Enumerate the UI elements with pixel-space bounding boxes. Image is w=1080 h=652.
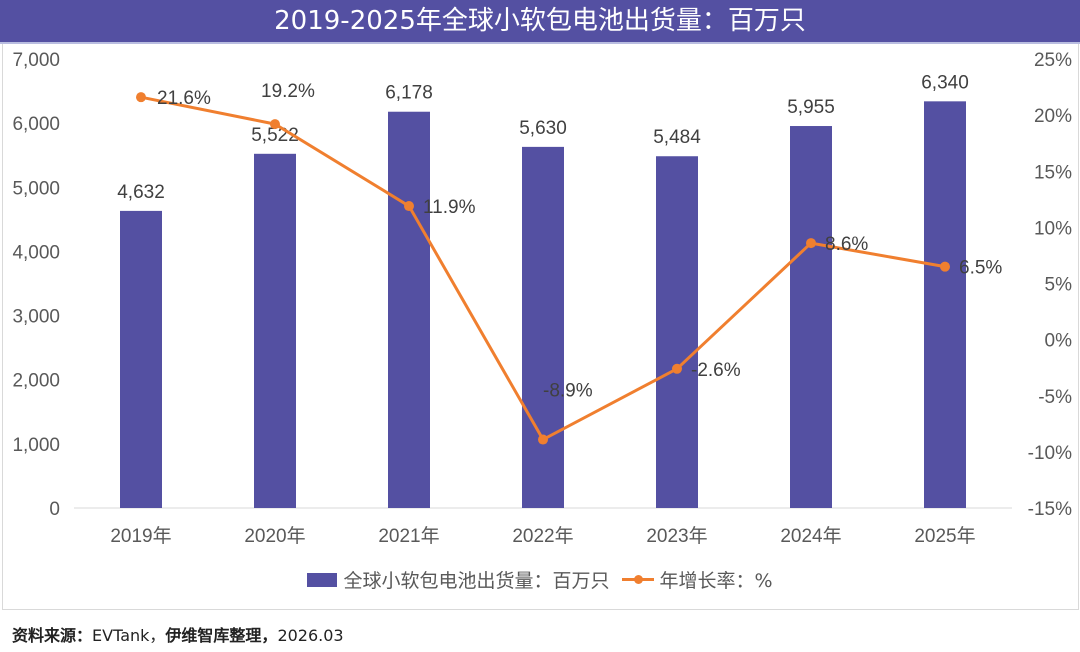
left-tick-label: 3,000 [12,307,60,328]
growth-point [404,201,414,212]
growth-point [270,119,280,130]
x-tick-label: 2024年 [780,525,841,547]
growth-data-label: -8.9% [543,381,593,402]
x-tick-label: 2019年 [110,525,171,547]
growth-data-label: -2.6% [691,360,741,381]
bar-data-label: 6,178 [385,83,433,104]
left-tick-label: 2,000 [12,371,60,392]
bar-data-label: 5,630 [519,118,567,139]
bar-data-label: 6,340 [921,72,969,93]
left-tick-label: 1,000 [12,435,60,456]
bar-data-label: 4,632 [117,182,165,203]
source-note: 资料来源：EVTank，伊维智库整理，2026.03 [12,622,344,646]
x-tick-label: 2021年 [378,525,439,547]
legend-line-swatch [621,575,654,584]
bar [924,101,966,508]
source-text: EVTank， [92,626,166,645]
right-tick-label: -5% [1038,387,1072,408]
right-tick-label: 25% [1034,50,1072,71]
growth-data-label: 6.5% [959,258,1002,279]
right-tick-label: 20% [1034,106,1072,127]
growth-data-label: 11.9% [423,197,476,218]
left-tick-label: 7,000 [12,50,60,71]
source-date: 2026.03 [277,626,344,645]
x-tick-label: 2020年 [244,525,305,547]
growth-data-label: 19.2% [261,81,315,102]
bar-data-label: 5,484 [653,127,701,148]
legend: 全球小软包电池出货量：百万只 年增长率：% [0,566,1080,593]
right-tick-label: -15% [1028,499,1072,520]
legend-bar-label: 全球小软包电池出货量：百万只 [343,570,610,592]
right-tick-label: 10% [1034,218,1072,239]
right-tick-label: 0% [1045,331,1073,352]
left-tick-label: 0 [49,499,60,520]
left-tick-label: 4,000 [12,242,60,263]
x-tick-label: 2022年 [512,525,573,547]
growth-data-label: 8.6% [825,234,868,255]
source-label: 资料来源： [12,626,93,645]
legend-bar-swatch [307,572,338,587]
right-tick-label: 15% [1034,162,1072,183]
x-tick-label: 2023年 [646,525,707,547]
chart-frame [2,44,1079,610]
legend-line-label: 年增长率：% [659,570,773,592]
chart-title: 2019-2025年全球小软包电池出货量：百万只 [0,0,1080,44]
bar [254,153,296,508]
bar [790,126,832,508]
bar [522,146,564,508]
bar [388,111,430,508]
x-tick-label: 2025年 [914,525,975,547]
bar [656,156,698,508]
growth-point [136,92,146,103]
source-org: 伊维智库整理， [165,626,278,645]
growth-point [538,434,548,445]
right-tick-label: -10% [1028,443,1072,464]
growth-point [806,238,816,249]
right-tick-label: 5% [1045,275,1073,296]
left-tick-label: 6,000 [12,114,60,135]
growth-data-label: 21.6% [157,88,211,109]
left-tick-label: 5,000 [12,178,60,199]
growth-point [672,363,682,374]
growth-point [940,261,950,272]
bar [120,210,162,508]
bar-data-label: 5,955 [787,97,835,118]
